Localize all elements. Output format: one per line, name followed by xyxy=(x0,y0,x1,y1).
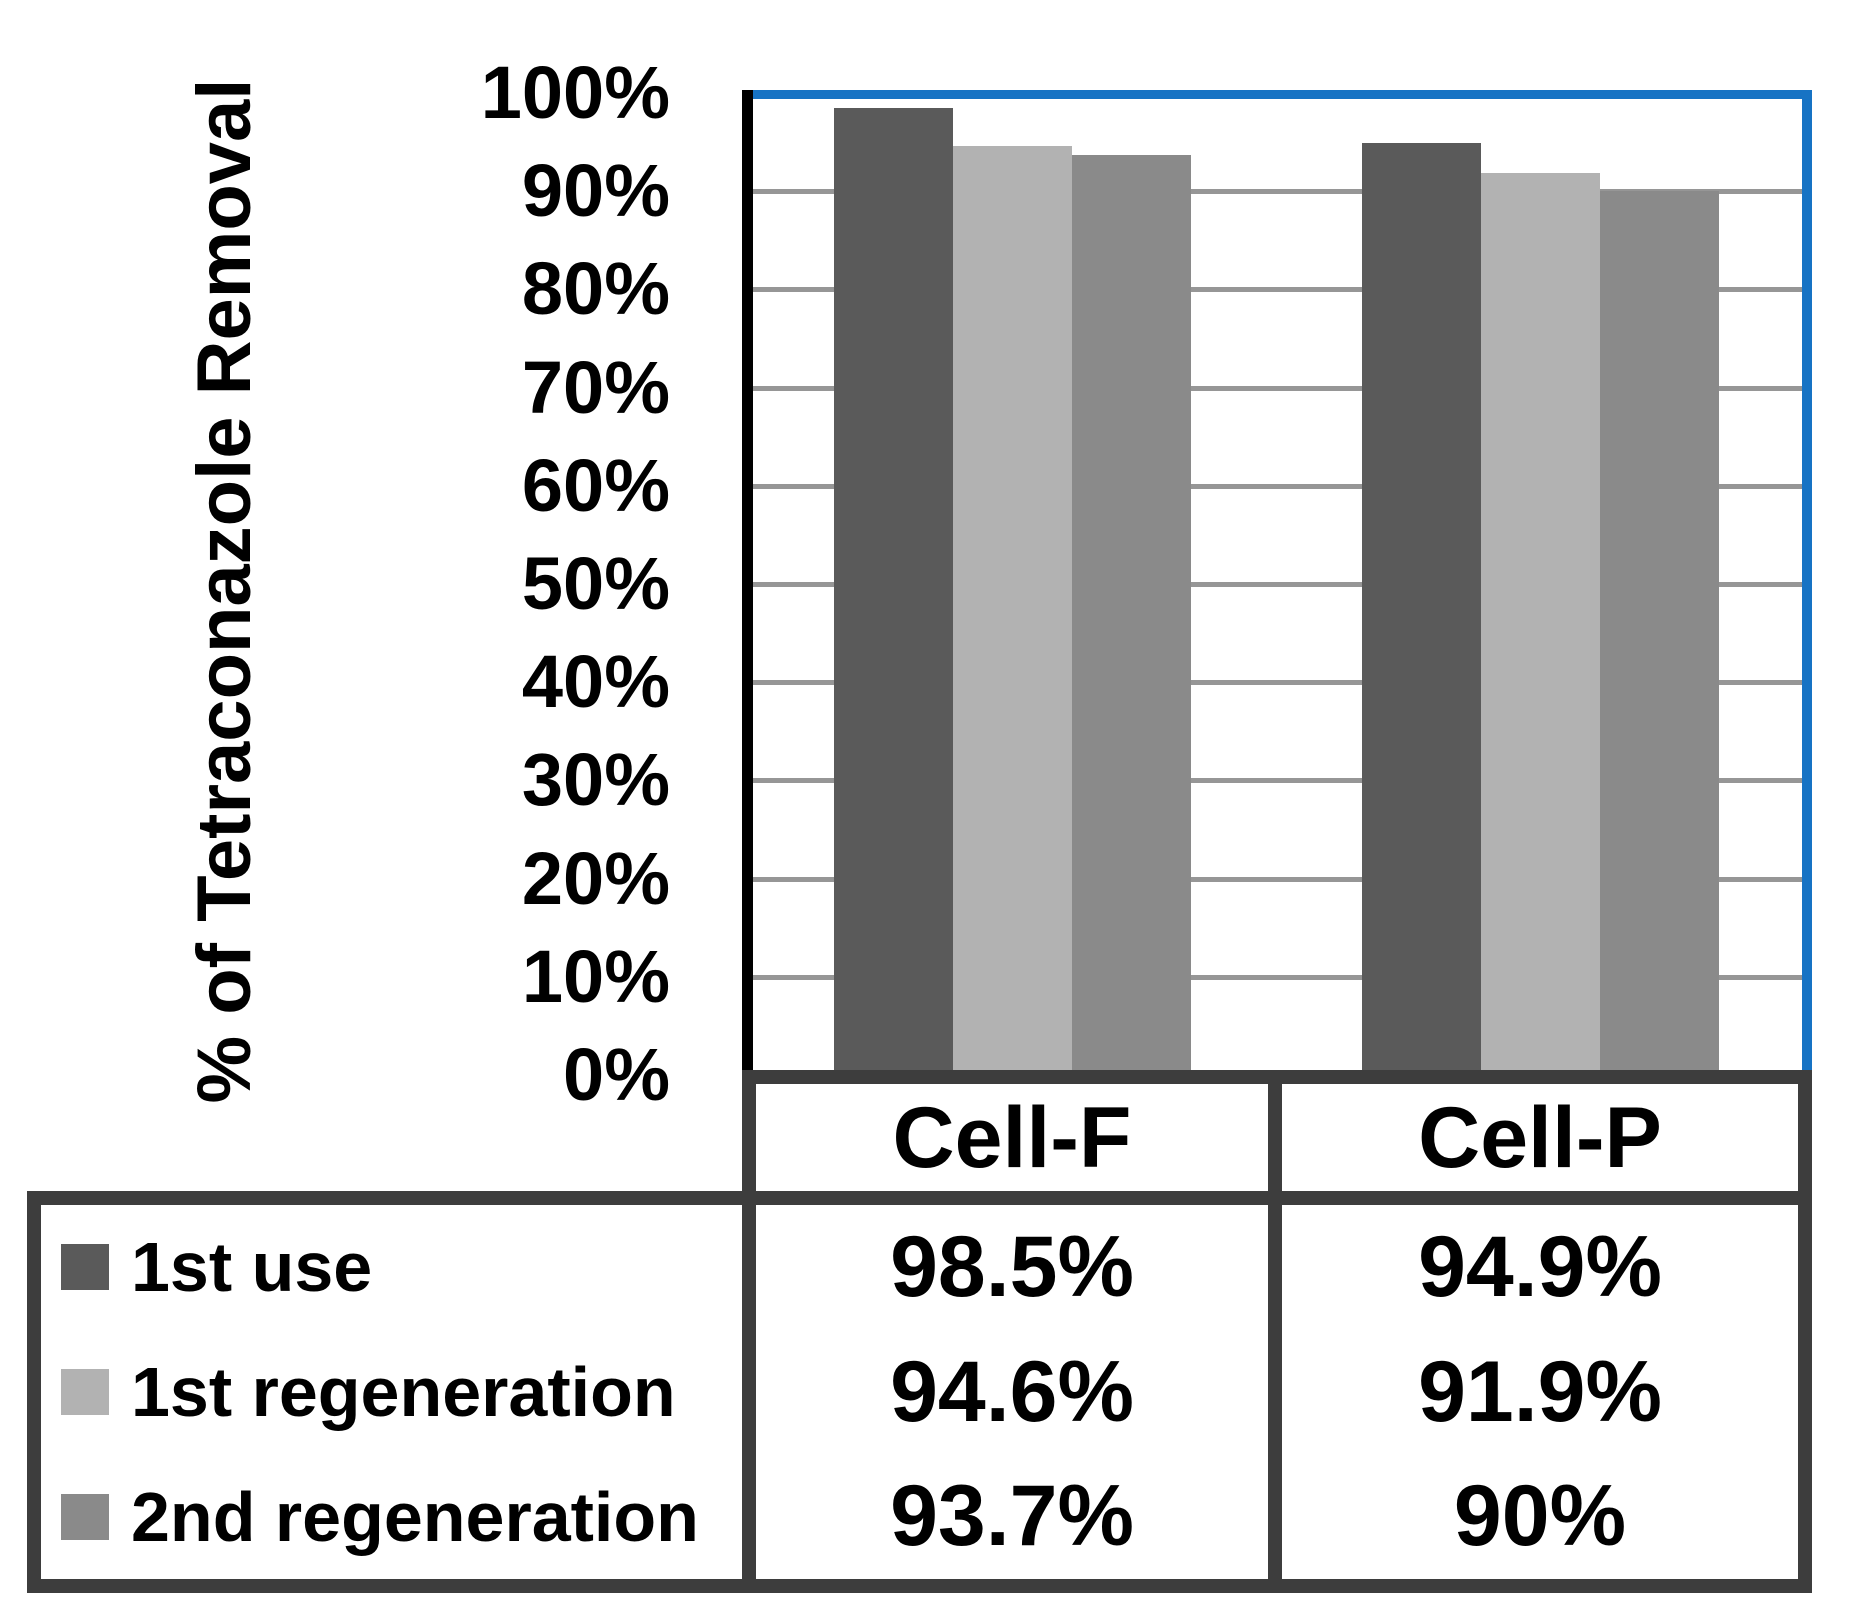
gridline-60 xyxy=(753,483,1802,489)
category-header-row: Cell-F Cell-P xyxy=(742,1070,1812,1206)
value-cell-cell-p-1st-regeneration: 91.9% xyxy=(1418,1343,1662,1440)
table-divider xyxy=(742,1205,756,1579)
gridline-40 xyxy=(753,680,1802,686)
bar-cell-f-1st-regeneration xyxy=(952,146,1072,1075)
table-divider xyxy=(1268,1084,1282,1192)
gridline-90 xyxy=(753,189,1802,195)
values-column-cell-p: 94.9% 91.9% 90% xyxy=(1282,1205,1798,1579)
y-tick-label-30%: 30% xyxy=(521,738,670,822)
legend-swatch-icon xyxy=(61,1244,109,1291)
legend-item-1st-use: 1st use xyxy=(41,1205,742,1330)
value-cell-cell-p-2nd-regeneration: 90% xyxy=(1453,1468,1627,1565)
y-tick-label-80%: 80% xyxy=(521,247,670,331)
bar-cell-p-1st-regeneration xyxy=(1480,172,1600,1075)
bar-cell-f-2nd-regeneration xyxy=(1071,154,1191,1075)
category-header-cell-p: Cell-P xyxy=(1418,1089,1662,1186)
y-tick-label-10%: 10% xyxy=(521,934,670,1018)
bar-cell-f-1st-use xyxy=(833,107,953,1075)
y-tick-label-40%: 40% xyxy=(521,640,670,724)
gridline-50 xyxy=(753,582,1802,587)
legend-swatch-icon xyxy=(61,1493,109,1540)
y-tick-label-60%: 60% xyxy=(521,443,670,527)
values-column-cell-f: 98.5% 94.6% 93.7% xyxy=(756,1205,1268,1579)
y-axis-line xyxy=(742,90,753,1080)
y-tick-label-90%: 90% xyxy=(521,149,670,233)
legend-item-2nd-regeneration: 2nd regeneration xyxy=(41,1454,742,1579)
value-cell-cell-f-1st-use: 98.5% xyxy=(890,1218,1134,1315)
legend-item-1st-regeneration: 1st regeneration xyxy=(41,1330,742,1455)
gridline-70 xyxy=(753,385,1802,391)
value-cell-cell-f-1st-regeneration: 94.6% xyxy=(890,1343,1134,1440)
y-tick-label-50%: 50% xyxy=(521,542,670,625)
y-tick-label-100%: 100% xyxy=(480,51,670,134)
category-header-cell-f: Cell-F xyxy=(892,1089,1132,1186)
legend-label: 1st regeneration xyxy=(131,1353,676,1431)
value-cell-cell-f-2nd-regeneration: 93.7% xyxy=(890,1468,1134,1565)
y-tick-label-0%: 0% xyxy=(563,1033,670,1116)
legend-label: 1st use xyxy=(131,1228,373,1307)
bar-cell-p-2nd-regeneration xyxy=(1599,191,1719,1075)
y-tick-label-20%: 20% xyxy=(521,836,670,920)
value-cell-cell-p-1st-use: 94.9% xyxy=(1418,1218,1662,1315)
legend-column: 1st use 1st regeneration 2nd regeneration xyxy=(41,1205,742,1579)
table-divider xyxy=(1268,1205,1282,1579)
y-axis-title: % of Tetraconazole Removal xyxy=(182,78,267,1104)
legend-value-table: 1st use 1st regeneration 2nd regeneration … xyxy=(27,1191,1812,1593)
legend-swatch-icon xyxy=(61,1369,109,1415)
legend-label: 2nd regeneration xyxy=(131,1477,699,1556)
gridline-30 xyxy=(753,778,1802,784)
gridline-80 xyxy=(753,287,1802,293)
gridline-10 xyxy=(753,974,1802,980)
y-tick-label-70%: 70% xyxy=(521,345,670,429)
gridline-20 xyxy=(753,876,1802,882)
bar-cell-p-1st-use xyxy=(1361,143,1481,1075)
